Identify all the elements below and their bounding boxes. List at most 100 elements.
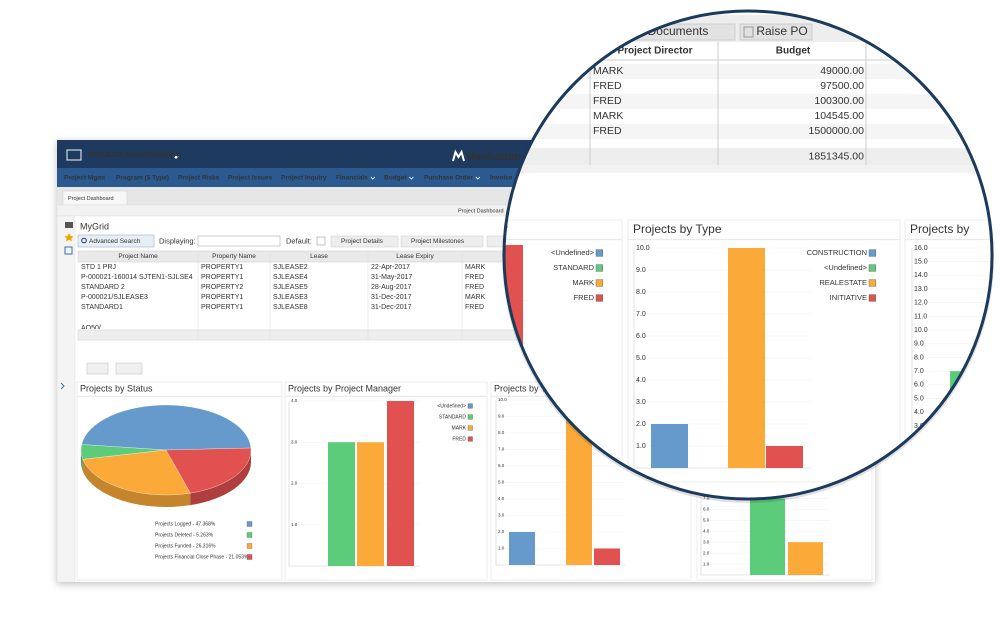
row-stripe xyxy=(504,64,992,79)
legend-swatch xyxy=(595,279,603,287)
grid-button[interactable] xyxy=(330,235,399,248)
zoom-cell: FRED xyxy=(593,95,622,107)
cell: 31-Dec-2017 xyxy=(371,294,412,301)
cell: STANDARD 2 xyxy=(81,284,125,291)
bar xyxy=(992,426,1000,467)
bar xyxy=(357,442,384,566)
zoom-cell: FRED xyxy=(593,125,622,137)
grid-button[interactable] xyxy=(400,235,484,248)
zoom-column-header: Budget xyxy=(776,46,811,57)
nav-item[interactable]: Project Issues xyxy=(228,175,272,182)
cell: FRED xyxy=(465,304,484,311)
magnifier-ring xyxy=(502,9,994,501)
legend-swatch xyxy=(595,294,603,302)
cell: PROPERTY1 xyxy=(201,304,243,311)
grid-button-label: Project Details xyxy=(341,238,384,245)
advanced-search-button[interactable] xyxy=(77,234,155,248)
nav-item[interactable]: Purchase Order xyxy=(424,175,473,182)
y-tick-label: 12.0 xyxy=(914,300,928,307)
legend-label: REALESTATE xyxy=(819,278,867,287)
nav-item[interactable]: Project Risks xyxy=(178,175,220,182)
zoom-total: 1851345.00 xyxy=(809,150,865,162)
legend-label: MARK xyxy=(452,425,467,431)
pie-slice xyxy=(81,404,252,451)
cell: SJLEASE5 xyxy=(273,284,308,291)
bar xyxy=(328,442,355,566)
y-tick-label: 8.0 xyxy=(914,354,924,361)
raise-po-button[interactable] xyxy=(739,23,813,41)
bar xyxy=(750,498,785,575)
y-tick-label: 9.0 xyxy=(498,414,505,419)
y-tick-label: 13.0 xyxy=(914,286,928,293)
legend-label: <Undefined> xyxy=(437,403,466,409)
nav-item[interactable]: Budget xyxy=(384,175,407,182)
y-tick-label: 6.0 xyxy=(703,507,710,512)
y-tick-label: 1.0 xyxy=(636,443,646,450)
nav-item[interactable]: Financials xyxy=(336,175,368,182)
cell: SJLEASE4 xyxy=(273,274,308,281)
star-icon[interactable] xyxy=(64,233,74,242)
y-tick-label: 1.0 xyxy=(703,561,710,566)
cell: P-000021-160014 SJTEN1-SJLSE4 xyxy=(81,274,193,281)
y-tick-label: 4.0 xyxy=(636,377,646,384)
zoom-button-label: Raise PO xyxy=(756,24,807,38)
bar xyxy=(594,548,620,565)
filter-button[interactable] xyxy=(115,362,143,375)
zoom-cell: 104545.00 xyxy=(814,110,864,122)
legend-label: CONSTRUCTION xyxy=(807,248,867,257)
legend-swatch xyxy=(246,554,253,560)
legend-swatch xyxy=(868,294,876,302)
y-tick-label: 16.0 xyxy=(914,245,928,252)
cell: MARK xyxy=(465,294,486,301)
edit-icon[interactable] xyxy=(64,246,73,255)
menu-icon xyxy=(66,149,82,161)
legend-swatch xyxy=(868,279,876,287)
divider xyxy=(504,165,992,173)
po-icon xyxy=(743,26,754,38)
y-tick-label: 8.0 xyxy=(636,289,646,296)
bar xyxy=(788,542,823,575)
legend-swatch xyxy=(595,249,603,257)
brand-logo xyxy=(452,149,465,162)
y-tick-label: 4.0 xyxy=(914,409,924,416)
y-tick-label: 5.0 xyxy=(914,395,924,402)
y-tick-label: 5.0 xyxy=(703,518,710,523)
legend-swatch xyxy=(868,264,876,272)
zoom-button-label: Documents xyxy=(648,24,709,38)
legend-label: FRED xyxy=(452,436,466,442)
pie-slice xyxy=(165,447,252,494)
chart-title: Projects by Type xyxy=(494,383,560,393)
chart-title: Projects by Type xyxy=(633,222,722,236)
displaying-select[interactable] xyxy=(197,235,281,247)
y-tick-label: 7.0 xyxy=(636,311,646,318)
zoom-cell: 49000.00 xyxy=(820,65,864,77)
menu-caret xyxy=(173,156,179,159)
view-button[interactable] xyxy=(86,362,109,375)
default-label: Default: xyxy=(286,236,312,245)
cell: AO50/ xyxy=(81,325,101,332)
legend-label: FRED xyxy=(574,293,595,302)
nav-item[interactable]: Project Inquiry xyxy=(281,175,327,182)
cell: FRED xyxy=(465,274,484,281)
cell: PROPERTY1 xyxy=(201,294,243,301)
nav-item[interactable]: Program ($ Type) xyxy=(116,175,169,182)
cell: SJLEASE3 xyxy=(273,294,308,301)
bar xyxy=(387,401,414,566)
grid-title: MyGrid xyxy=(80,221,109,231)
default-checkbox[interactable] xyxy=(316,236,326,246)
y-tick-label: 7.0 xyxy=(914,368,924,375)
y-tick-label: 7.0 xyxy=(498,447,505,452)
column-header: Lease xyxy=(310,253,328,260)
y-tick-label: 1.0 xyxy=(291,522,298,527)
y-tick-label: 4.0 xyxy=(498,496,505,501)
cell: PROPERTY2 xyxy=(201,284,243,291)
print-icon[interactable] xyxy=(65,222,73,228)
nav-item[interactable]: Project Mgmt xyxy=(64,175,106,182)
y-tick-label: 6.0 xyxy=(914,382,924,389)
y-tick-label: 10.0 xyxy=(498,397,507,402)
expand-icon[interactable] xyxy=(60,382,65,390)
displaying-label: Displaying: xyxy=(159,236,196,245)
zoom-cell: 97500.00 xyxy=(820,80,864,92)
chart-panel xyxy=(284,381,488,581)
nav-item[interactable]: Invoice xyxy=(490,175,513,182)
